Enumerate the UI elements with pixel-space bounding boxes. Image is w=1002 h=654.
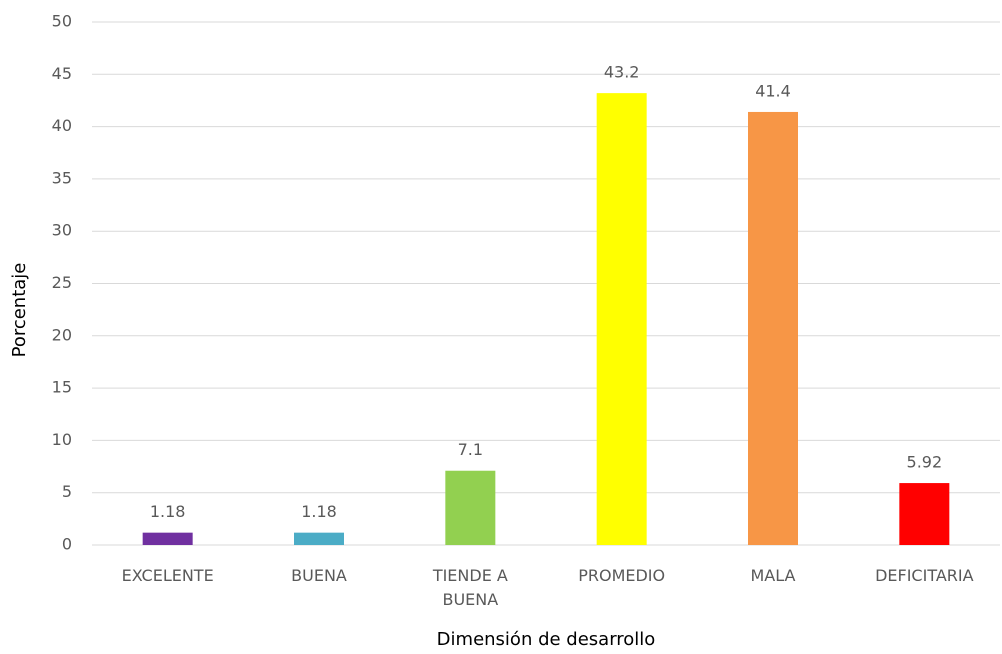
x-tick-label: DEFICITARIA xyxy=(875,566,974,585)
x-tick-label: MALA xyxy=(750,566,796,585)
value-label: 43.2 xyxy=(604,63,640,82)
value-label: 1.18 xyxy=(301,502,337,521)
y-axis-label: Porcentaje xyxy=(9,263,30,358)
x-axis-label: Dimensión de desarrollo xyxy=(437,629,656,650)
x-tick-label-box: TIENDE A BUENA xyxy=(432,566,508,609)
x-tick-label-box: DEFICITARIA xyxy=(875,566,974,585)
x-tick-label-box: EXCELENTE xyxy=(121,566,214,585)
bar xyxy=(294,532,344,545)
x-tick-label: PROMEDIO xyxy=(578,566,666,585)
x-tick-label-box: BUENA xyxy=(291,566,347,585)
bar xyxy=(748,111,798,546)
bar xyxy=(899,483,950,545)
y-tick-label: 10 xyxy=(52,430,72,449)
y-tick-label: 50 xyxy=(52,12,72,31)
y-tick-label: 45 xyxy=(52,64,72,83)
value-label: 41.4 xyxy=(755,81,791,100)
y-tick-label: 30 xyxy=(52,221,72,240)
x-tick-label-box: MALA xyxy=(750,566,796,585)
value-label: 1.18 xyxy=(150,502,186,521)
bar xyxy=(445,470,496,545)
y-tick-label: 15 xyxy=(52,378,72,397)
x-tick-label: BUENA xyxy=(291,566,347,585)
x-tick-label-box: PROMEDIO xyxy=(578,566,666,585)
y-tick-label: 25 xyxy=(52,273,72,292)
x-tick-label: EXCELENTE xyxy=(121,566,214,585)
y-tick-label: 20 xyxy=(52,325,72,344)
value-label: 7.1 xyxy=(458,440,483,459)
bar xyxy=(142,532,193,545)
y-tick-label: 5 xyxy=(62,482,72,501)
x-tick-label: TIENDE A BUENA xyxy=(432,566,508,609)
y-tick-label: 35 xyxy=(52,168,72,187)
y-tick-label: 0 xyxy=(62,535,72,554)
value-label: 5.92 xyxy=(907,453,943,472)
y-tick-label: 40 xyxy=(52,116,72,135)
bar xyxy=(596,93,647,546)
